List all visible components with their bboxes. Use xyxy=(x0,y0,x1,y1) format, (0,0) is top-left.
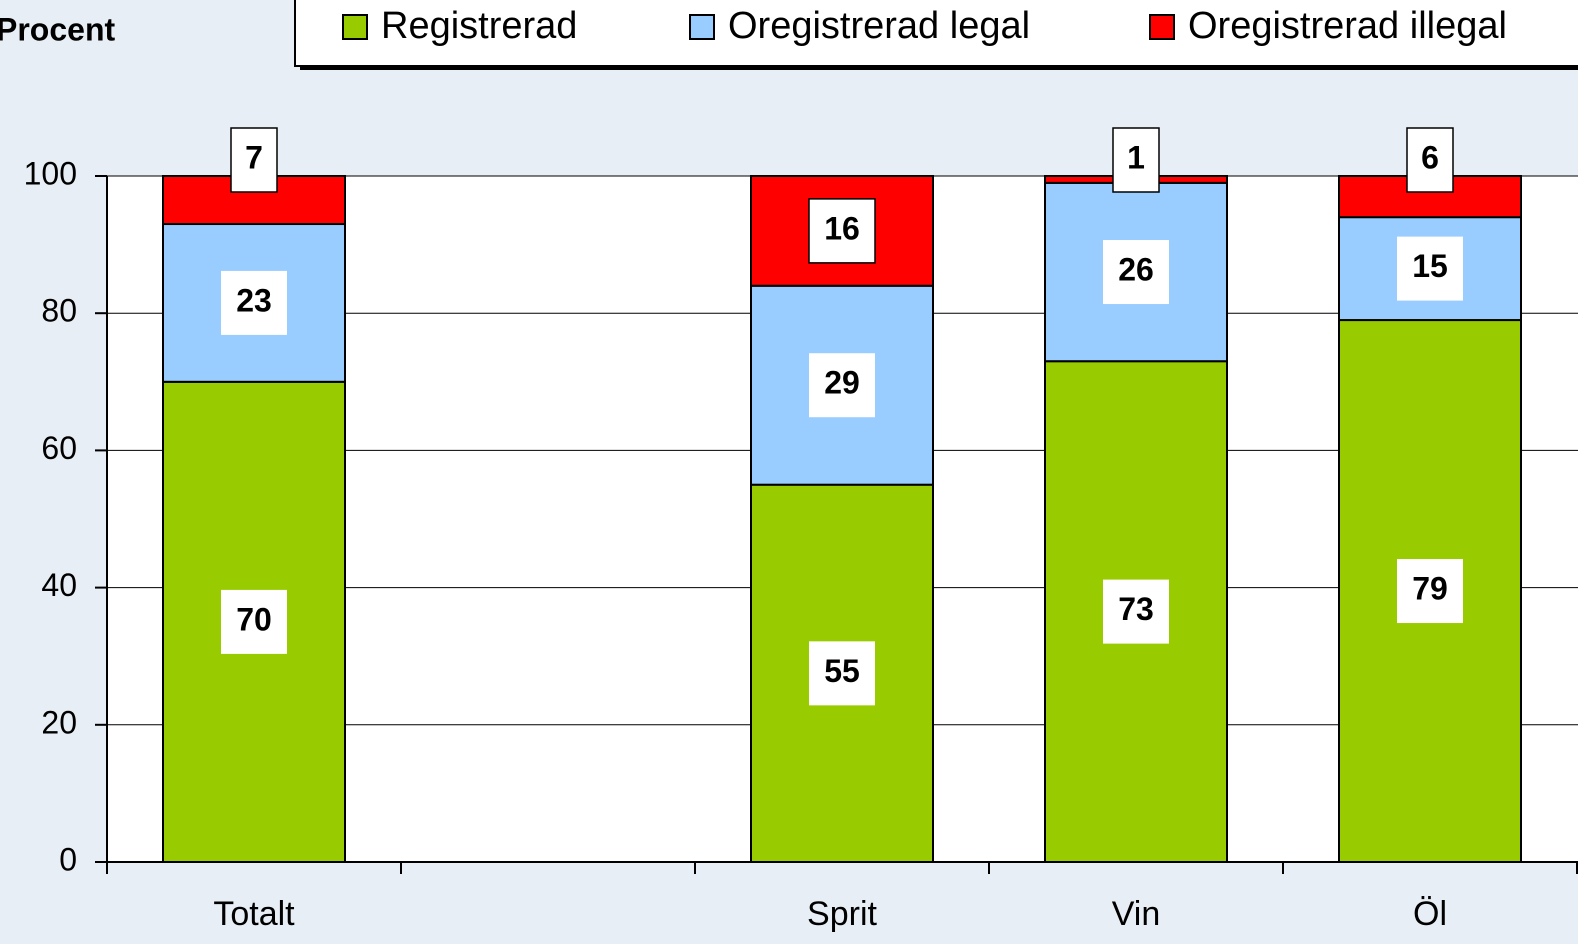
data-label-box xyxy=(1406,127,1454,193)
legend-label: Oregistrerad legal xyxy=(728,5,1030,47)
data-label-box xyxy=(809,353,875,418)
legend xyxy=(294,0,1578,67)
data-label: 16 xyxy=(824,210,860,246)
legend-swatch xyxy=(689,14,715,40)
data-label-box xyxy=(1397,559,1463,624)
data-label: 79 xyxy=(1412,570,1448,606)
data-label-box xyxy=(221,589,287,654)
legend-swatch xyxy=(342,14,368,40)
data-label: 55 xyxy=(824,653,860,689)
x-tick-label: Öl xyxy=(1413,895,1447,933)
data-label: 73 xyxy=(1118,591,1154,627)
data-label-box xyxy=(1103,579,1169,644)
data-label: 1 xyxy=(1127,139,1145,175)
data-label: 6 xyxy=(1421,139,1439,175)
x-tick-label: Totalt xyxy=(213,895,295,933)
legend-label: Registrerad xyxy=(381,5,577,47)
data-label: 23 xyxy=(236,282,272,318)
data-label-box xyxy=(1103,240,1169,305)
data-label-box xyxy=(1397,236,1463,301)
y-tick-label: 60 xyxy=(41,430,77,466)
y-tick-label: 40 xyxy=(41,567,77,603)
legend-label: Oregistrerad illegal xyxy=(1188,5,1507,47)
data-label: 29 xyxy=(824,365,860,401)
data-label-box xyxy=(230,127,278,193)
x-tick-label: Sprit xyxy=(807,895,877,933)
y-tick-label: 0 xyxy=(59,841,77,877)
data-label: 26 xyxy=(1118,251,1154,287)
data-label-box xyxy=(221,270,287,335)
data-label-box xyxy=(808,198,876,264)
y-axis-label: Procent xyxy=(0,11,115,47)
y-tick-label: 20 xyxy=(41,704,77,740)
data-label-box xyxy=(1112,127,1160,193)
y-tick-label: 100 xyxy=(24,155,77,191)
data-label-box xyxy=(809,641,875,706)
data-label: 15 xyxy=(1412,248,1448,284)
data-label: 70 xyxy=(236,601,272,637)
x-tick-label: Vin xyxy=(1112,895,1161,933)
y-tick-label: 80 xyxy=(41,293,77,329)
legend-swatch xyxy=(1149,14,1175,40)
data-label: 7 xyxy=(245,139,263,175)
